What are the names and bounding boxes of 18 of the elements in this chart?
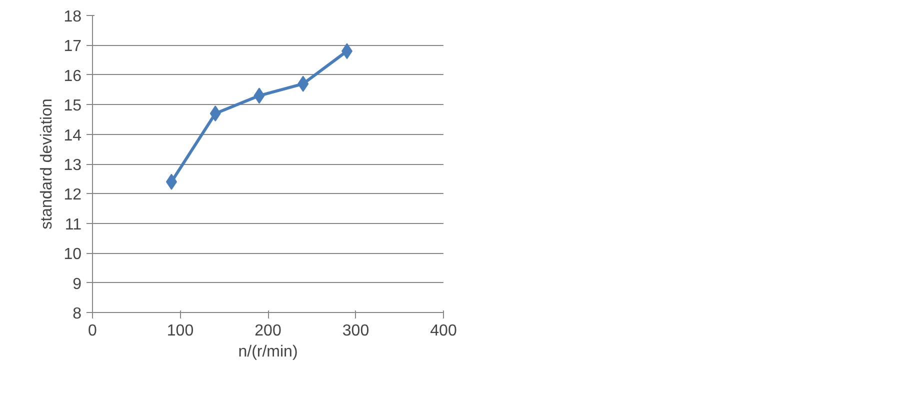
y-axis-title: standard deviation xyxy=(38,98,56,230)
x-tick-label: 200 xyxy=(254,322,282,340)
y-tick-label: 17 xyxy=(64,38,82,56)
x-tick-label: 300 xyxy=(342,322,370,340)
y-tick-label: 15 xyxy=(64,98,82,115)
x-axis-title: n/(r/min) xyxy=(238,344,298,360)
y-tick-label: 14 xyxy=(64,127,82,144)
y-tick-label: 13 xyxy=(64,157,82,174)
y-tick-label: 11 xyxy=(64,216,82,234)
y-tick-label: 12 xyxy=(64,186,82,204)
y-tick-label: 9 xyxy=(72,276,82,293)
y-tick-label: 8 xyxy=(72,306,82,322)
y-tick-label: 18 xyxy=(64,8,82,26)
y-tick-label: 10 xyxy=(64,246,82,264)
x-tick-label: 400 xyxy=(430,322,457,340)
y-tick-label: 16 xyxy=(64,68,82,85)
x-tick-label: 0 xyxy=(88,322,98,340)
x-tick-label: 100 xyxy=(166,322,194,340)
